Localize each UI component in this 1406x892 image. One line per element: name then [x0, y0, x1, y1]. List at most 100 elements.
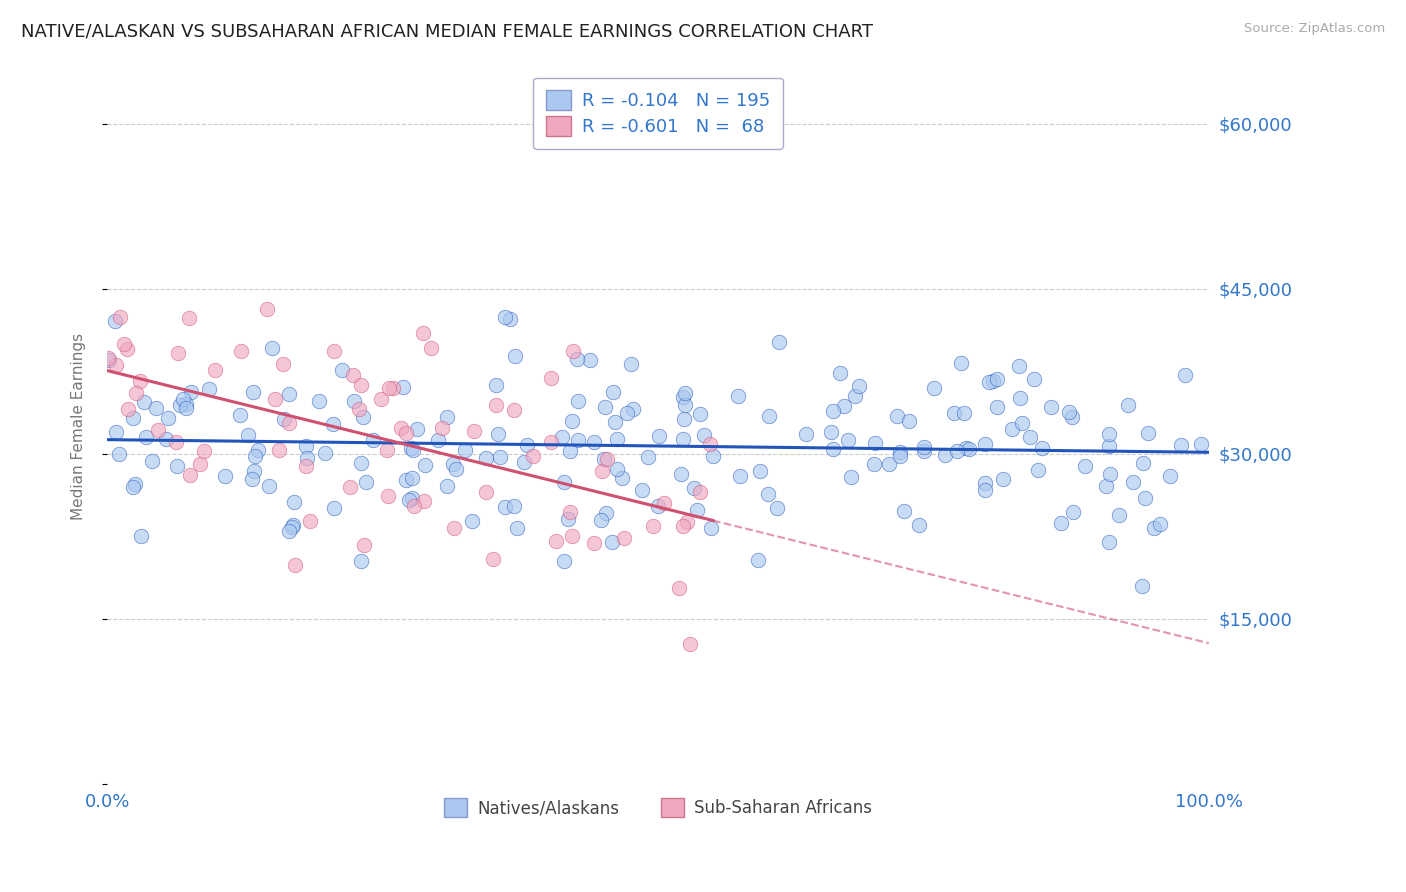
Point — [837, 433, 859, 447]
Point — [267, 442, 290, 457]
Point — [561, 414, 583, 428]
Point — [441, 457, 464, 471]
Point — [582, 536, 605, 550]
Point — [177, 311, 200, 326]
Point — [673, 386, 696, 401]
Point — [1143, 521, 1166, 535]
Point — [616, 406, 638, 420]
Point — [558, 444, 581, 458]
Point — [104, 314, 127, 328]
Point — [389, 421, 412, 435]
Point — [197, 382, 219, 396]
Point — [97, 351, 120, 366]
Point — [117, 402, 139, 417]
Point — [949, 356, 972, 370]
Point — [685, 502, 707, 516]
Point — [166, 346, 188, 360]
Point — [486, 426, 509, 441]
Point — [350, 456, 373, 470]
Point — [1060, 409, 1083, 424]
Point — [589, 513, 612, 527]
Point — [908, 517, 931, 532]
Point — [135, 430, 157, 444]
Point — [673, 398, 696, 412]
Point — [1094, 479, 1116, 493]
Point — [294, 458, 316, 473]
Point — [339, 480, 361, 494]
Point — [1170, 438, 1192, 452]
Point — [540, 371, 562, 385]
Point — [176, 397, 198, 411]
Point — [1031, 441, 1053, 455]
Point — [612, 471, 634, 485]
Point — [946, 444, 969, 458]
Point — [105, 425, 128, 440]
Point — [560, 505, 582, 519]
Point — [281, 520, 304, 534]
Point — [832, 399, 855, 413]
Point — [641, 518, 664, 533]
Point — [503, 349, 526, 363]
Point — [481, 552, 503, 566]
Point — [1040, 401, 1063, 415]
Point — [264, 392, 287, 407]
Point — [413, 458, 436, 472]
Point — [765, 500, 787, 515]
Point — [419, 341, 441, 355]
Point — [668, 581, 690, 595]
Point — [934, 448, 956, 462]
Point — [863, 435, 886, 450]
Point — [204, 363, 226, 377]
Point — [823, 403, 845, 417]
Point — [1116, 398, 1139, 412]
Point — [342, 368, 364, 383]
Point — [593, 452, 616, 467]
Point — [240, 472, 263, 486]
Point — [427, 433, 450, 447]
Point — [561, 529, 583, 543]
Point — [747, 552, 769, 566]
Point — [727, 389, 749, 403]
Point — [474, 485, 496, 500]
Point — [350, 554, 373, 568]
Point — [863, 457, 886, 471]
Point — [284, 558, 307, 573]
Point — [689, 485, 711, 500]
Point — [544, 534, 567, 549]
Point — [245, 449, 267, 463]
Point — [676, 516, 699, 530]
Point — [375, 443, 398, 458]
Point — [516, 438, 538, 452]
Point — [1050, 516, 1073, 530]
Point — [1001, 422, 1024, 436]
Point — [1159, 469, 1181, 483]
Point — [1189, 437, 1212, 451]
Point — [942, 406, 965, 420]
Point — [354, 475, 377, 489]
Point — [392, 380, 415, 394]
Point — [165, 434, 187, 449]
Point — [489, 450, 512, 464]
Point — [141, 453, 163, 467]
Point — [669, 467, 692, 481]
Point — [499, 311, 522, 326]
Point — [122, 411, 145, 425]
Point — [125, 386, 148, 401]
Point — [295, 450, 318, 465]
Point — [430, 421, 453, 435]
Point — [503, 403, 526, 417]
Point — [1098, 427, 1121, 442]
Point — [973, 436, 995, 450]
Point — [898, 415, 921, 429]
Point — [953, 406, 976, 420]
Point — [991, 472, 1014, 486]
Point — [506, 521, 529, 535]
Point — [893, 504, 915, 518]
Point — [401, 471, 423, 485]
Point — [672, 412, 695, 426]
Point — [1133, 491, 1156, 505]
Point — [436, 479, 458, 493]
Point — [955, 441, 977, 455]
Point — [579, 353, 602, 368]
Point — [553, 553, 575, 567]
